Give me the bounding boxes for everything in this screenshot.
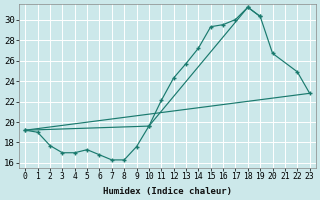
X-axis label: Humidex (Indice chaleur): Humidex (Indice chaleur) [103, 187, 232, 196]
